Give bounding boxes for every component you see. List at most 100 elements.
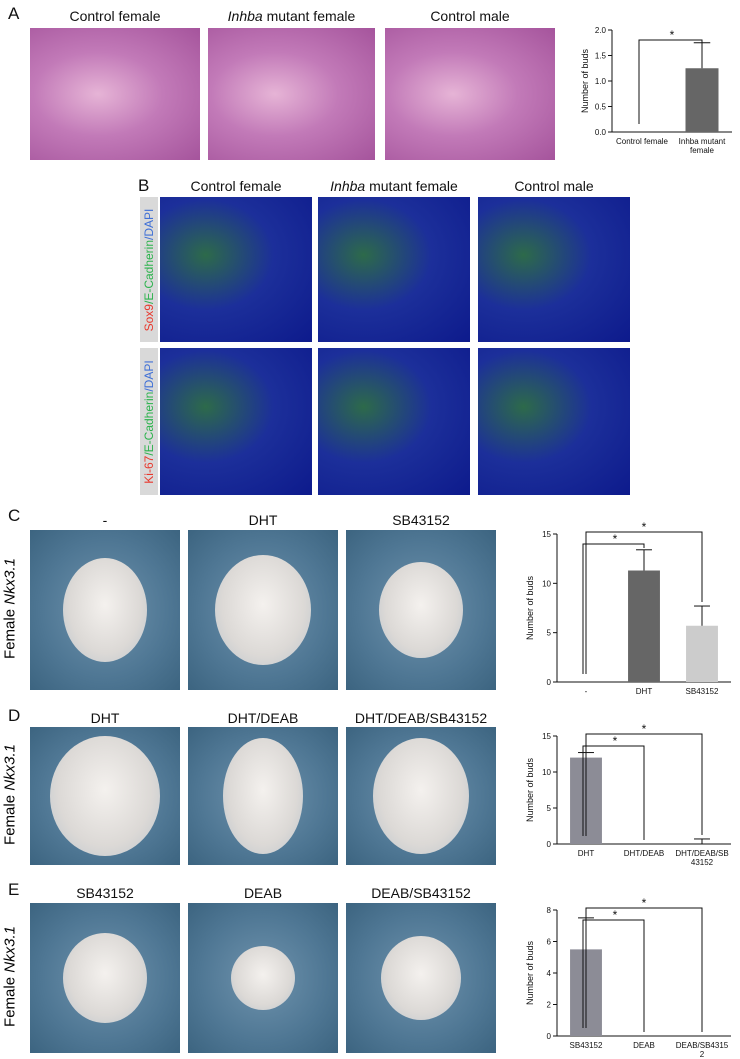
micrograph	[346, 727, 496, 865]
significance-bracket	[582, 745, 645, 840]
caption-text: mutant female	[266, 8, 356, 24]
chart-svg: 0 5 10 15 Number of buds * *	[525, 722, 731, 849]
row-label-part: /DAPI	[142, 208, 156, 240]
micrograph	[346, 530, 496, 690]
row-label-part: /E-Cadherin	[142, 239, 156, 304]
x-tick-label: DHT/DEAB	[623, 849, 665, 858]
side-label: Female Nkx3.1	[2, 917, 19, 1037]
micrograph	[188, 727, 338, 865]
panel-label: B	[138, 176, 150, 195]
significance-star: *	[642, 896, 647, 910]
panel-label: C	[8, 506, 21, 525]
error-bar	[694, 605, 710, 626]
panel-label: A	[8, 4, 20, 23]
side-label: Female Nkx3.1	[2, 735, 19, 855]
y-tick-label: 6	[547, 938, 552, 947]
y-tick-label: 5	[547, 629, 552, 638]
image-caption: Inhba mutant female	[318, 178, 470, 194]
y-tick-label: 0.0	[595, 128, 607, 137]
significance-star: *	[670, 28, 675, 42]
row-label-part: /E-Cadherin	[142, 391, 156, 456]
y-tick-label: 8	[547, 906, 552, 915]
image-caption: DHT	[248, 512, 278, 528]
micrograph	[188, 903, 338, 1053]
panel-label: E	[8, 880, 20, 899]
image-caption: -	[102, 512, 108, 528]
y-axis-label: Number of buds	[525, 940, 535, 1005]
image-caption: Control male	[430, 8, 510, 24]
image-caption: DHT/DEAB/SB43152	[354, 710, 488, 726]
tissue	[379, 562, 463, 658]
x-tick-label: SB43152	[685, 687, 719, 696]
micrograph	[188, 530, 338, 690]
significance-star: *	[613, 908, 618, 922]
x-tick-label: DEAB	[633, 1041, 655, 1050]
error-bar	[636, 549, 652, 571]
y-axis-label: Number of buds	[525, 757, 535, 822]
x-tick-label: DHT/DEAB/SB43152	[675, 849, 729, 867]
tissue	[215, 555, 311, 665]
error-bar	[693, 42, 711, 69]
micrograph	[30, 903, 180, 1053]
significance-star: *	[613, 532, 618, 546]
row-label-part: Sox9	[142, 303, 156, 331]
significance-star: *	[642, 520, 647, 534]
significance-bracket	[582, 919, 645, 1032]
bar	[685, 68, 719, 132]
chart: 0.0 0.5 1.0 1.5 2.0 Number of buds * Control fe…	[560, 20, 738, 170]
image-caption: DHT	[90, 710, 120, 726]
row-label-part: Ki-67	[142, 455, 156, 484]
chart: 0 5 10 15 Number of buds * * - DHT SB43152	[505, 520, 737, 700]
side-text: Female	[1, 976, 19, 1027]
tissue	[381, 936, 461, 1020]
micrograph	[160, 197, 312, 342]
side-text: Female	[1, 608, 19, 659]
y-tick-label: 1.5	[595, 52, 607, 61]
micrograph	[478, 348, 630, 495]
x-tick-label: -	[584, 687, 588, 696]
y-tick-label: 10	[542, 579, 551, 588]
image-caption: Control female	[190, 178, 282, 194]
x-tick-label: DHT	[635, 687, 653, 696]
x-tick-label: Inhba mutant female	[678, 137, 726, 155]
bar	[686, 625, 718, 682]
x-tick-label: DHT	[577, 849, 595, 858]
image-caption: SB43152	[392, 512, 450, 528]
significance-bracket	[585, 907, 703, 1032]
significance-bracket	[585, 531, 703, 674]
tissue	[63, 933, 147, 1023]
y-tick-label: 4	[547, 969, 552, 978]
image-caption: DHT/DEAB	[227, 710, 299, 726]
y-tick-label: 10	[542, 768, 551, 777]
caption-italic: Inhba	[330, 178, 366, 194]
y-axis-label: Number of buds	[580, 48, 590, 113]
tissue	[231, 946, 295, 1010]
x-tick-label: SB43152	[569, 1041, 603, 1050]
caption-italic: Inhba	[227, 8, 263, 24]
y-tick-label: 2	[547, 1001, 552, 1010]
row-label-text: Ki-67/E-Cadherin/DAPI	[142, 360, 156, 483]
image-caption: Inhba mutant female	[208, 8, 375, 24]
tissue	[373, 738, 469, 854]
chart-svg: 0.0 0.5 1.0 1.5 2.0 Number of buds *	[580, 26, 732, 137]
side-text: Female	[1, 794, 19, 845]
micrograph	[208, 28, 375, 160]
significance-bracket	[585, 733, 703, 836]
significance-star: *	[613, 734, 618, 748]
tissue	[50, 736, 160, 856]
side-gene: Nkx3.1	[1, 744, 19, 791]
image-caption: DEAB	[243, 885, 283, 901]
caption-text: mutant female	[369, 178, 458, 194]
micrograph	[160, 348, 312, 495]
side-gene: Nkx3.1	[1, 926, 19, 973]
row-label-text: Sox9/E-Cadherin/DAPI	[142, 208, 156, 331]
x-tick-label: DEAB/SB43152	[675, 1041, 729, 1059]
y-tick-label: 15	[542, 530, 551, 539]
row-label: Ki-67/E-Cadherin/DAPI	[140, 348, 158, 495]
y-tick-label: 2.0	[595, 26, 607, 35]
y-tick-label: 0	[547, 678, 552, 687]
side-label: Female Nkx3.1	[2, 549, 19, 669]
panel-label: D	[8, 706, 21, 725]
chart-svg: 0 5 10 15 Number of buds * *	[525, 520, 731, 687]
